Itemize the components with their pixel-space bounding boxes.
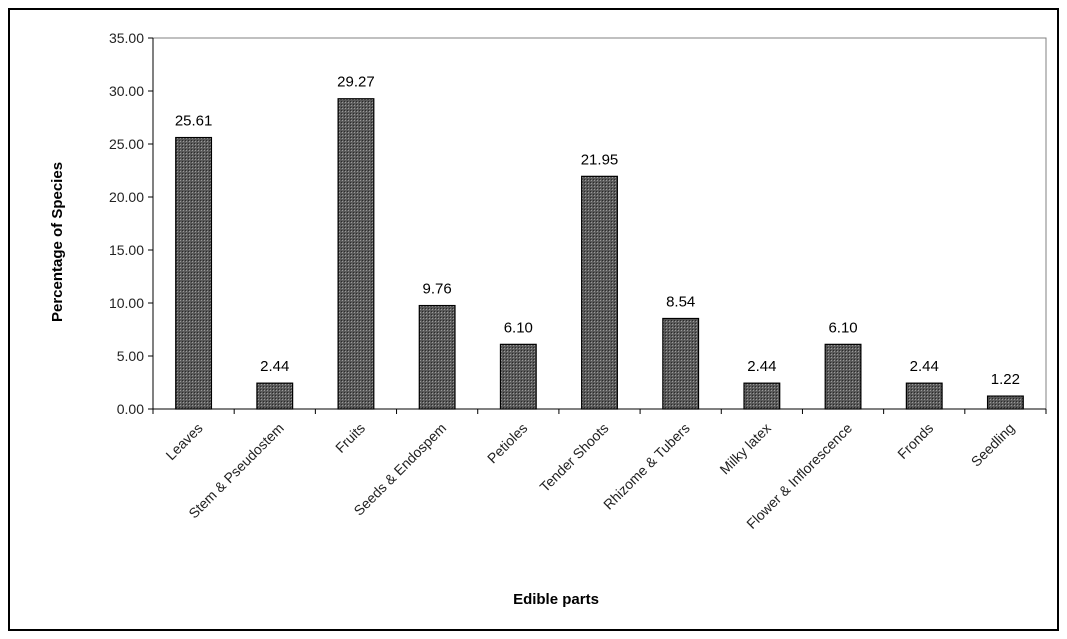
x-category-label: Leaves <box>162 420 205 463</box>
bar-value-label: 2.44 <box>910 358 939 375</box>
y-tick-label: 30.00 <box>109 83 144 99</box>
x-category-label: Seedling <box>968 420 1018 470</box>
y-tick-label: 35.00 <box>109 30 144 46</box>
y-tick-label: 25.00 <box>109 136 144 152</box>
bar-value-label: 6.10 <box>504 319 533 336</box>
bar-value-label: 1.22 <box>991 371 1020 388</box>
bar <box>662 317 700 410</box>
x-category-label: Milky latex <box>716 420 774 478</box>
x-category-label: Seeds & Endospem <box>350 420 449 519</box>
y-axis-ticks: 0.00 5.00 10.00 15.00 20.00 25.00 30.00 35.00 <box>109 30 153 417</box>
y-tick-label: 15.00 <box>109 242 144 258</box>
x-category-label: Fruits <box>332 420 368 456</box>
y-tick-label: 20.00 <box>109 189 144 205</box>
bars <box>152 98 1047 414</box>
bar <box>175 136 213 410</box>
bar <box>905 382 943 410</box>
bar <box>824 343 862 410</box>
y-tick-label: 5.00 <box>117 348 144 364</box>
bar-value-label: 8.54 <box>666 293 695 310</box>
y-tick-label: 10.00 <box>109 295 144 311</box>
bar <box>337 98 375 410</box>
bar <box>581 175 618 410</box>
bar <box>418 304 456 410</box>
bar-value-label: 9.76 <box>423 281 452 298</box>
bar-value-label: 2.44 <box>260 358 289 375</box>
y-axis-title: Percentage of Species <box>49 162 66 322</box>
x-axis-title: Edible parts <box>513 591 599 608</box>
x-category-label: Tender Shoots <box>536 420 611 495</box>
bar-value-label: 25.61 <box>175 113 213 130</box>
x-category-label: Petioles <box>484 420 531 467</box>
y-tick-label: 0.00 <box>117 401 144 417</box>
bar <box>986 395 1024 410</box>
bar-value-label: 29.27 <box>337 74 375 91</box>
x-category-label: Fronds <box>894 420 936 462</box>
x-category-label: Rhizome & Tubers <box>600 420 693 513</box>
bar-value-label: 21.95 <box>581 151 619 168</box>
bar-value-label: 6.10 <box>828 319 857 336</box>
data-labels: 25.61 2.44 29.27 9.76 6.10 21.95 8.54 2.44 6.10 2… <box>175 74 1020 388</box>
bar <box>743 382 781 410</box>
bar <box>256 382 294 410</box>
bar-value-label: 2.44 <box>747 358 776 375</box>
bar <box>499 343 537 410</box>
